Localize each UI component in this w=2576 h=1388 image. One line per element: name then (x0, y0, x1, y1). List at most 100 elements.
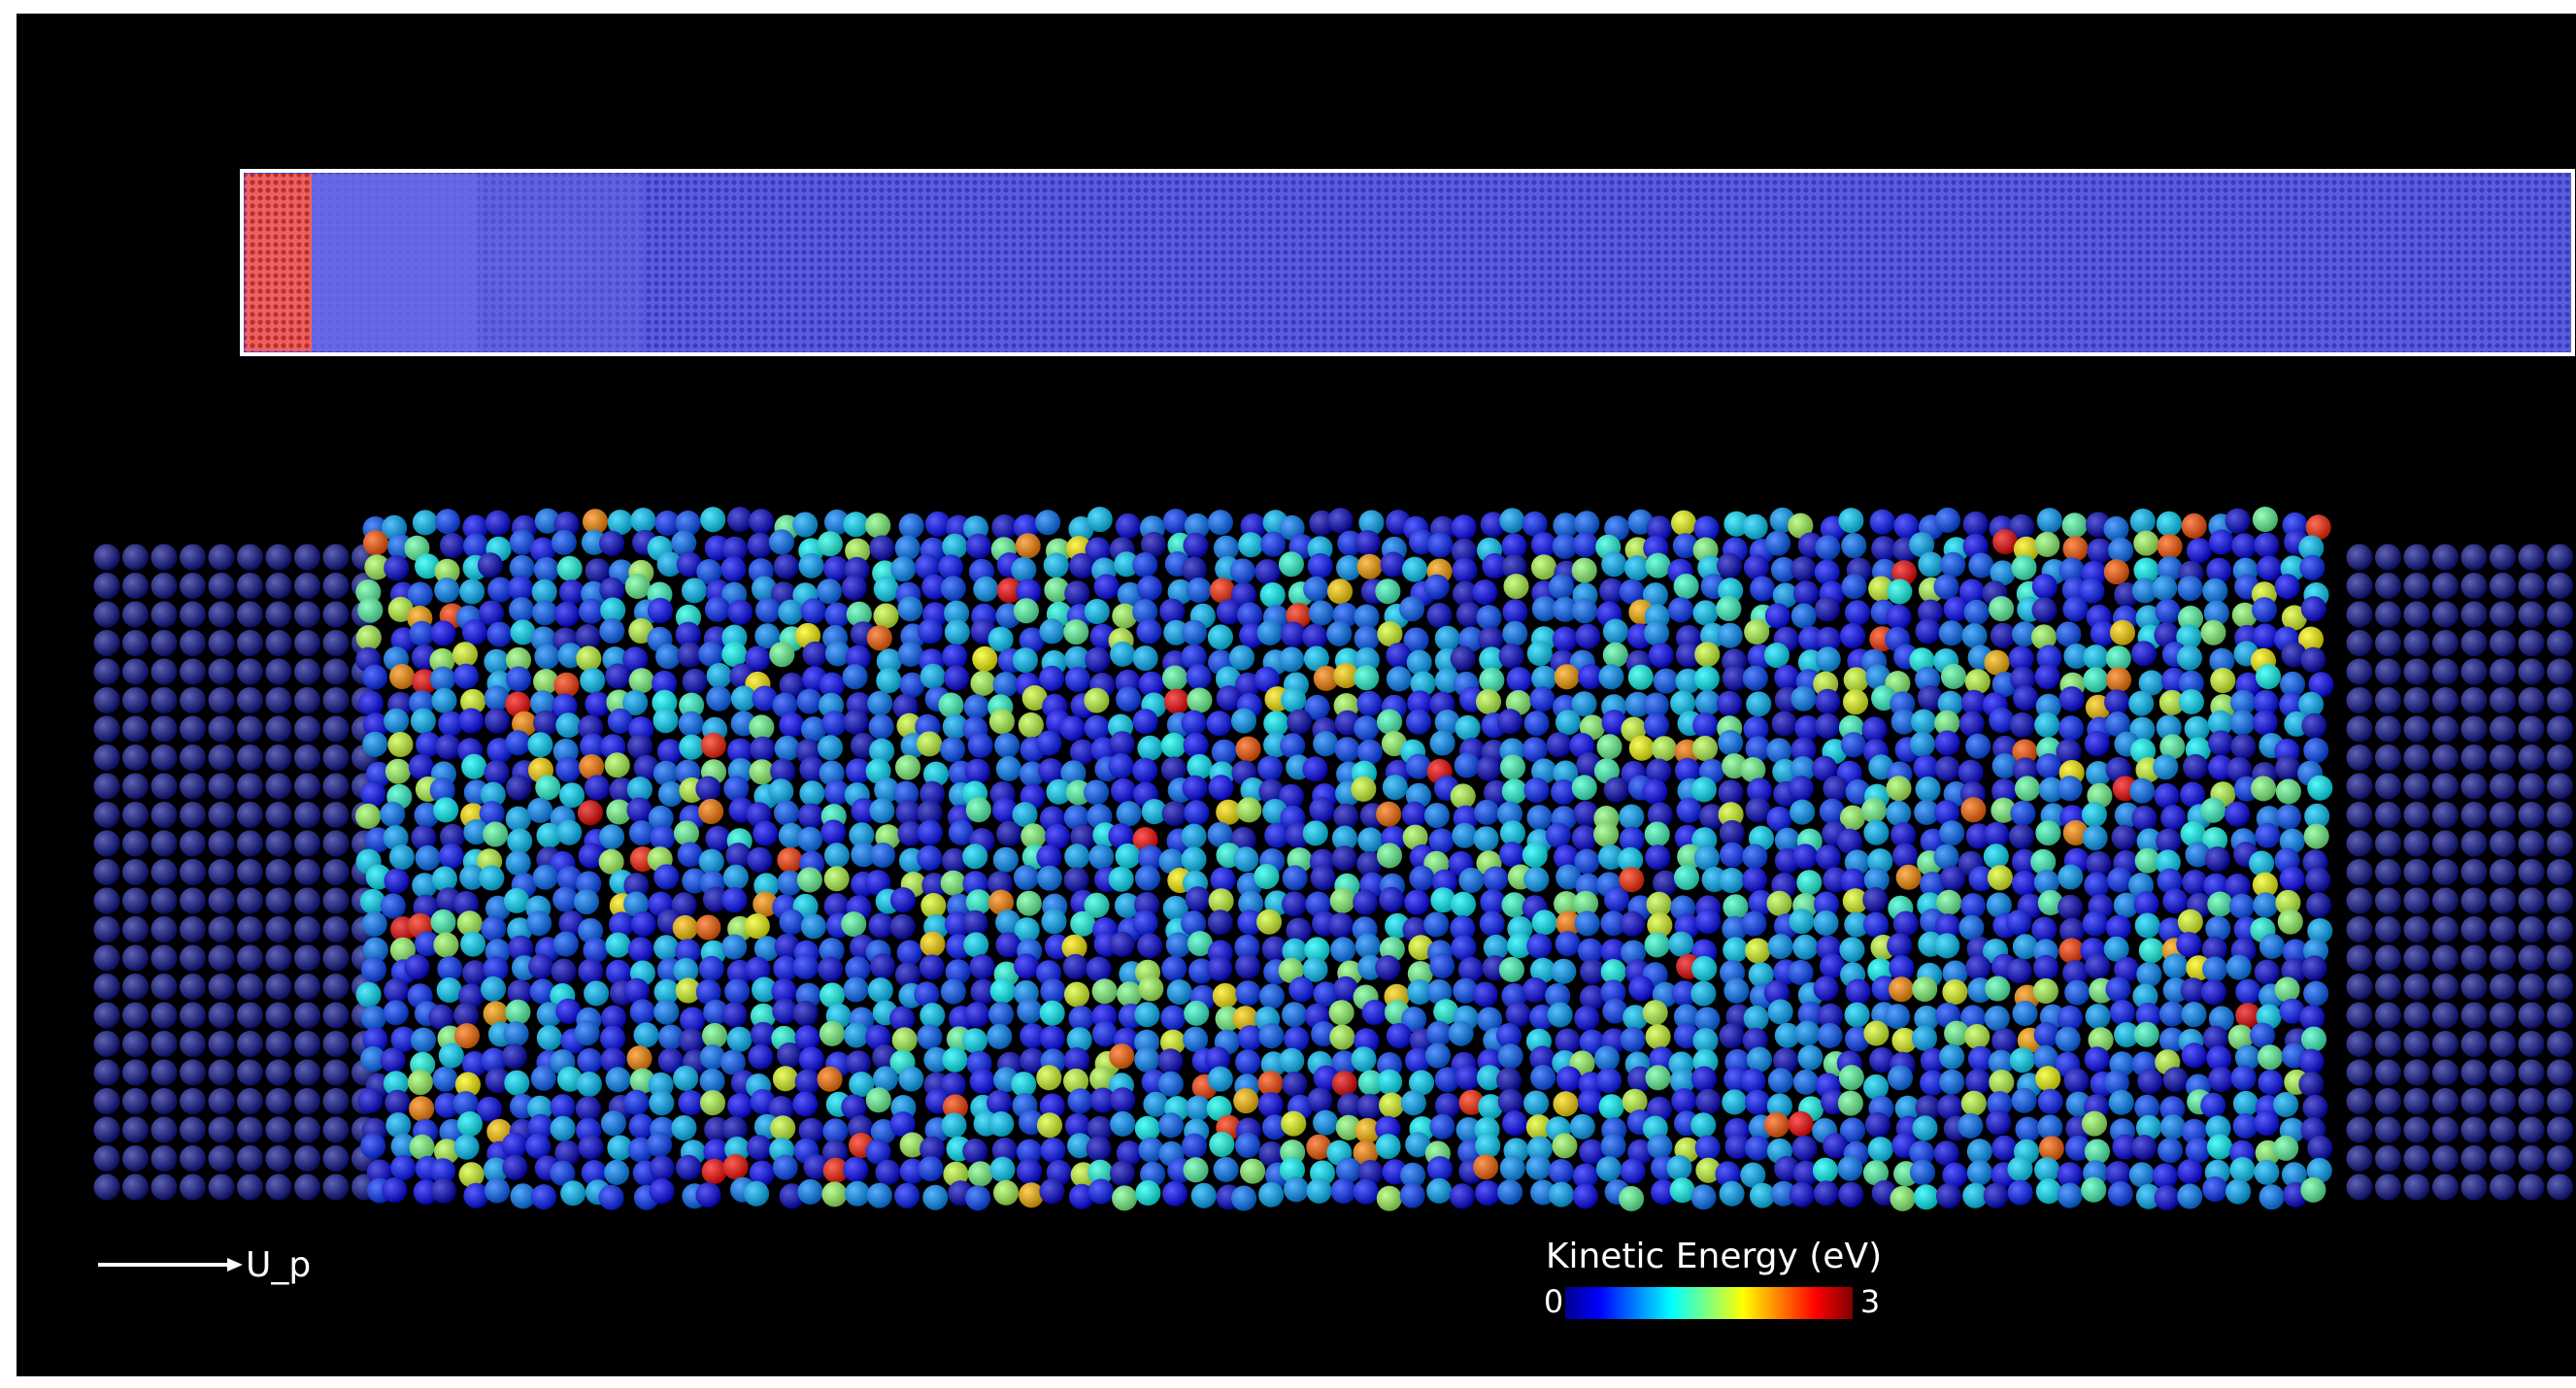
atom-shade (94, 802, 120, 828)
atom-shade (2490, 1003, 2516, 1029)
atom-shade (895, 962, 920, 987)
atom-shade (323, 1174, 350, 1201)
atom-shade (1109, 1043, 1134, 1069)
atom-shade (2299, 1049, 2325, 1074)
atom-shade (1507, 667, 1532, 692)
atom-shade (890, 556, 916, 581)
atom-shade (2375, 945, 2401, 972)
atom-shade (1259, 984, 1285, 1009)
atom-shade (2519, 888, 2545, 914)
atom-shade (209, 659, 235, 685)
atom-shade (2404, 859, 2430, 885)
atom-shade (1965, 734, 1991, 759)
atom-shade (122, 802, 149, 828)
atom-shade (2461, 1145, 2488, 1172)
atom-shade (996, 756, 1021, 781)
atom-shade (435, 509, 460, 534)
atom-shade (1455, 1065, 1480, 1090)
atom-shade (1499, 957, 1524, 982)
atom-shade (1309, 797, 1334, 822)
atom-shade (1815, 597, 1840, 622)
atom-shade (534, 644, 559, 670)
atom-shade (1526, 934, 1552, 959)
atom-shade (1629, 736, 1655, 761)
atom-shade (868, 977, 893, 1003)
atom-shade (2375, 774, 2401, 800)
atom-shade (266, 659, 292, 685)
atom-shade (869, 536, 894, 561)
atom-shade (679, 735, 704, 760)
atom-shade (2135, 913, 2160, 939)
atom-shade (122, 716, 149, 743)
atom-shade (404, 954, 429, 979)
atom-shade (2057, 895, 2083, 920)
piston (245, 174, 312, 351)
atom-shade (2490, 1088, 2516, 1114)
atom-shade (1013, 647, 1038, 673)
atom-shade (1158, 1072, 1184, 1097)
atom-shade (1723, 938, 1748, 963)
atom-shade (1547, 732, 1572, 757)
atom-shade (2375, 1117, 2401, 1143)
atom-shade (2347, 1088, 2373, 1114)
atom-shade (294, 916, 320, 942)
atom-shade (389, 844, 415, 870)
atom-shade (2347, 630, 2373, 656)
atom-shade (2110, 620, 2135, 645)
atom-shade (600, 1026, 625, 1051)
atom-shade (1790, 800, 1815, 825)
atom-shade (237, 916, 263, 942)
atom-shade (966, 534, 991, 559)
atom-shade (1161, 956, 1187, 981)
atom-shade (1893, 911, 1919, 937)
atom-shade (1886, 605, 1911, 630)
atom-shade (1500, 754, 1525, 779)
atom-shade (1135, 866, 1160, 891)
atom-shade (294, 716, 320, 743)
atom-shade (720, 556, 746, 581)
atom-shade (1896, 865, 1922, 890)
atom-shade (409, 754, 434, 779)
atom-shade (798, 804, 823, 829)
atom-shade (2404, 602, 2430, 628)
atom-shade (1110, 642, 1135, 667)
atom-shade (94, 916, 120, 942)
atom-shade (1044, 552, 1069, 578)
atom-shade (2519, 744, 2545, 771)
atom-shade (723, 865, 749, 890)
atom-shade (2490, 916, 2516, 942)
atom-shade (151, 602, 178, 628)
atom-shade (460, 932, 485, 957)
atom-shade (502, 1043, 527, 1069)
atom-shade (2347, 1031, 2373, 1057)
atom-shade (1604, 777, 1629, 803)
atom-shade (2490, 974, 2516, 1000)
atom-shade (2059, 686, 2085, 711)
atom-shade (479, 866, 504, 891)
atom-shade (2205, 846, 2230, 872)
atom-shade (2461, 659, 2488, 685)
atom-shade (1522, 843, 1548, 868)
atom-shade (2347, 1174, 2373, 1201)
atom-shade (702, 1023, 727, 1048)
atom-shade (1260, 532, 1286, 557)
atom-shade (2086, 1004, 2111, 1029)
atom-shade (323, 744, 350, 771)
atom-shade (1480, 910, 1505, 936)
atom-shade (2157, 512, 2182, 537)
atom-shade (1768, 934, 1793, 959)
atom-shade (1451, 892, 1476, 917)
atom-shade (1815, 560, 1840, 585)
atom-shade (1789, 776, 1814, 801)
atom-shade (1256, 909, 1282, 935)
atom-shade (1279, 551, 1304, 577)
atom-shade (727, 1027, 753, 1052)
atom-shade (890, 914, 916, 940)
atom-shade (965, 759, 990, 784)
atom-shade (2547, 687, 2573, 713)
atom-shade (658, 781, 684, 807)
atom-shade (1281, 622, 1306, 647)
atom-shade (820, 820, 846, 845)
atom-shade (2519, 945, 2545, 972)
atom-shade (122, 859, 149, 885)
